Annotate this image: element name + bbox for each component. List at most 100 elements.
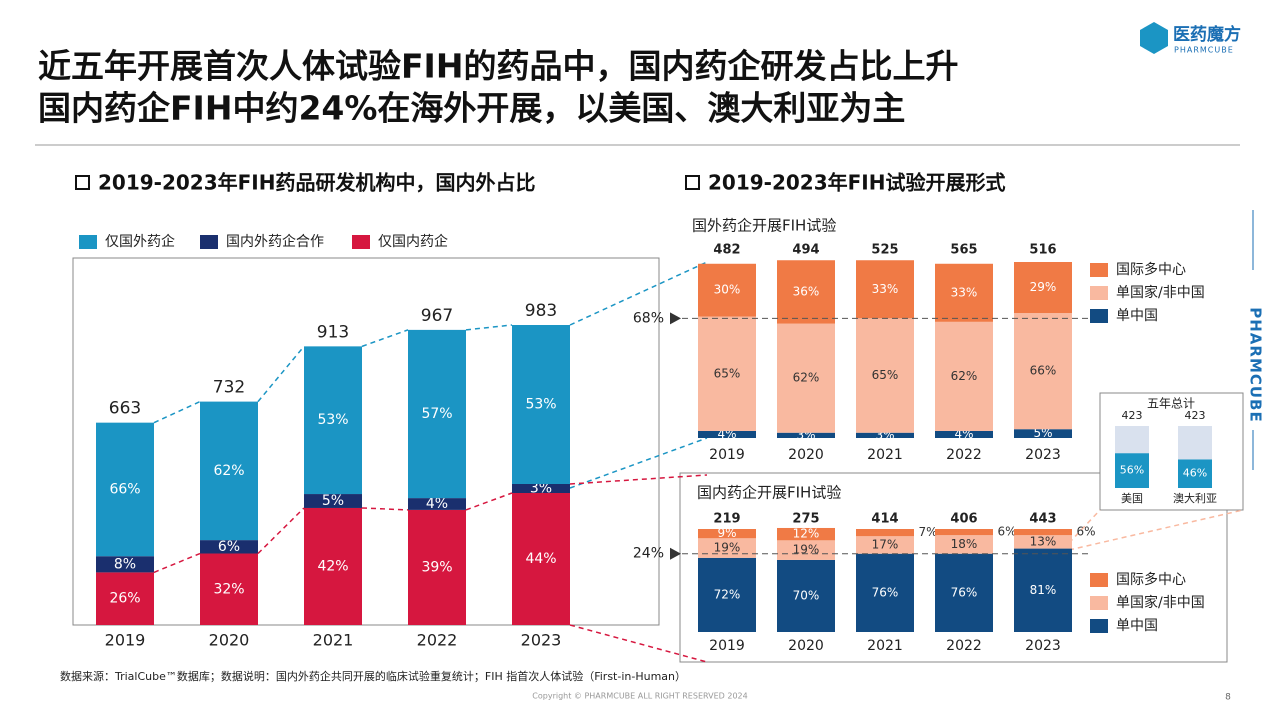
legend-label: 国际多中心 [1116, 571, 1186, 588]
title-line: 国内药企FIH中约24%在海外开展，以美国、澳大利亚为主 [38, 89, 905, 128]
total-label: 406 [950, 512, 977, 527]
x-tick-label: 2020 [209, 631, 250, 650]
bullet [75, 175, 90, 190]
legend-label: 单中国 [1116, 618, 1158, 634]
x-tick-label: 2020 [788, 447, 824, 463]
legend-swatch [1090, 309, 1108, 323]
segment-label: 30% [714, 283, 741, 297]
total-label: 663 [109, 399, 141, 419]
title-line: 近五年开展首次人体试验FIH的药品中，国内药企研发占比上升 [38, 47, 958, 86]
segment-label: 7% [918, 525, 937, 539]
chart-title: 国内药企开展FIH试验 [697, 484, 841, 502]
bar-segment [408, 329, 466, 499]
bar-label: 56% [1120, 464, 1144, 477]
segment-label: 39% [421, 559, 452, 575]
segment-label: 66% [1030, 364, 1057, 378]
bar-segment [777, 260, 835, 324]
x-tick-label: 2021 [313, 631, 354, 650]
bar-segment [1014, 429, 1072, 438]
bar-segment [200, 401, 258, 541]
trend-connector [465, 492, 513, 511]
segment-label: 76% [951, 585, 978, 599]
bar-segment [935, 321, 993, 431]
segment-label: 36% [793, 284, 820, 298]
trend-connector [257, 345, 305, 403]
trend-connector [153, 400, 201, 424]
chart-frame [72, 257, 660, 626]
segment-label: 3% [530, 481, 552, 497]
x-tick-label: 2023 [1025, 638, 1061, 654]
bar-label: 46% [1183, 467, 1207, 480]
legend-swatch [1090, 596, 1108, 610]
total-label: 219 [713, 512, 740, 527]
trend-connector [153, 552, 201, 574]
x-tick-label: 2022 [946, 447, 982, 463]
bar-segment [856, 260, 914, 319]
bar-segment [96, 572, 154, 625]
total-label: 443 [1029, 512, 1056, 527]
segment-label: 66% [109, 481, 140, 497]
total-label: 414 [871, 512, 898, 527]
bar-segment [935, 529, 993, 536]
chart-frame [679, 472, 1228, 663]
x-tick-label: 2023 [521, 631, 562, 650]
page-number: 8 [1225, 693, 1231, 703]
segment-label: 6% [997, 525, 1016, 539]
total-label: 967 [421, 306, 453, 326]
total-label: 525 [871, 243, 898, 258]
total-label: 983 [525, 301, 557, 321]
trend-connector [465, 324, 513, 331]
total-label: 732 [213, 378, 245, 398]
bar-segment [1014, 262, 1072, 314]
segment-label: 65% [872, 368, 899, 382]
trend-connector [257, 507, 305, 555]
reference-marker [670, 312, 681, 325]
bar-segment [856, 536, 914, 554]
x-tick-label: 2020 [788, 638, 824, 654]
segment-label: 76% [872, 585, 899, 599]
bar-segment [777, 432, 835, 438]
section-title: 2019-2023年FIH药品研发机构中，国内外占比 [98, 171, 535, 195]
legend-swatch [1090, 619, 1108, 633]
segment-label: 65% [714, 366, 741, 380]
segment-label: 62% [213, 463, 244, 479]
bar-segment [698, 316, 756, 431]
legend-label: 仅国外药企 [105, 233, 175, 250]
connector [569, 474, 708, 485]
bar-segment [1014, 548, 1072, 632]
x-tick-label: 美国 [1121, 492, 1143, 505]
bar-segment [200, 540, 258, 554]
bar-segment [408, 498, 466, 510]
bar-segment [935, 553, 993, 632]
bar-segment [935, 535, 993, 554]
legend-swatch [352, 235, 370, 249]
connectors [569, 261, 1244, 663]
bar-segment [698, 430, 756, 438]
reference-label: 68% [633, 310, 664, 326]
footnote: 数据来源：TrialCube™数据库；数据说明：国内外药企共同开展的临床试验重复… [60, 669, 686, 683]
segment-label: 4% [426, 496, 448, 512]
segment-label: 33% [951, 285, 978, 299]
x-tick-label: 2023 [1025, 447, 1061, 463]
bar-segment [856, 318, 914, 433]
logo: 医药魔方 PHARMCUBE [1140, 22, 1241, 55]
bar-segment [935, 263, 993, 322]
bar-segment [304, 507, 362, 625]
segment-label: 8% [114, 556, 136, 572]
total-label: 423 [1122, 409, 1143, 422]
bar-segment [698, 557, 756, 632]
reference-marker [670, 547, 681, 560]
segment-label: 32% [213, 581, 244, 597]
bar-segment [777, 527, 835, 541]
segment-label: 26% [109, 591, 140, 607]
connector [1068, 509, 1101, 544]
x-tick-label: 2021 [867, 638, 903, 654]
total-label: 423 [1185, 409, 1206, 422]
section-title: 2019-2023年FIH试验开展形式 [708, 171, 1005, 195]
legend-label: 单国家/非中国 [1116, 284, 1205, 301]
segment-label: 6% [218, 539, 240, 555]
bar-segment [856, 432, 914, 438]
total-label: 913 [317, 322, 349, 342]
segment-label: 81% [1030, 583, 1057, 597]
